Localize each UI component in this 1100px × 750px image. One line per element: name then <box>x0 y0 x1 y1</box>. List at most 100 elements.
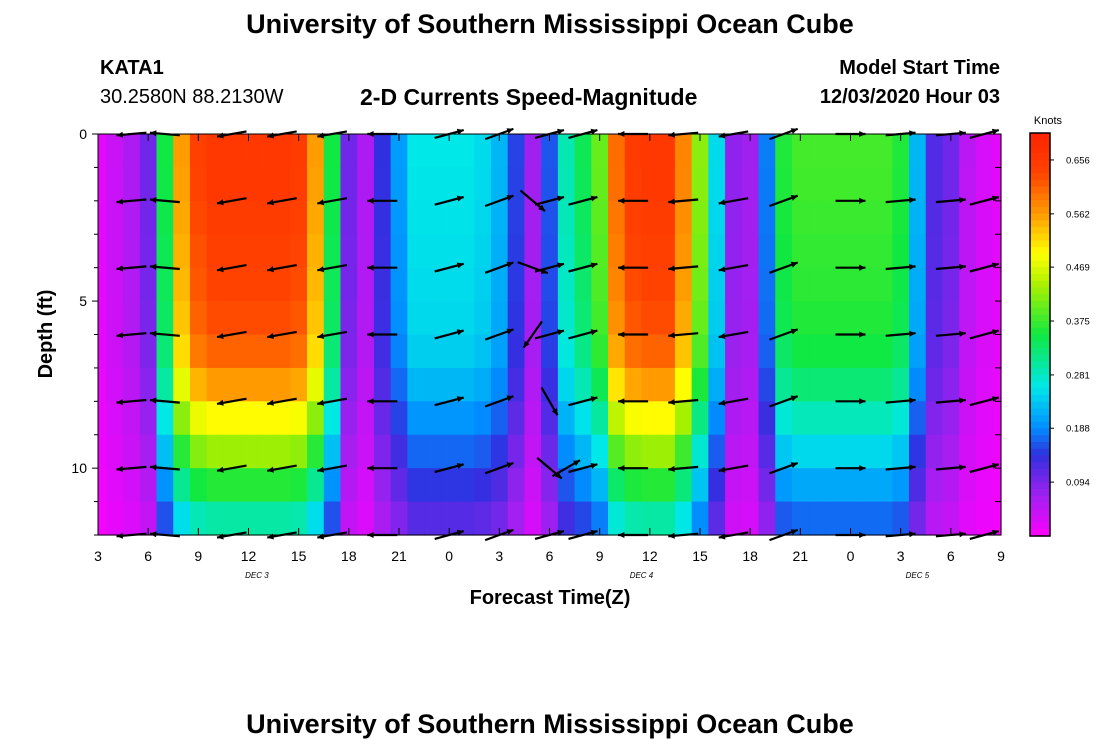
heatmap-cell <box>273 234 291 269</box>
heatmap-cell <box>791 234 810 269</box>
colorbar-segment <box>1030 502 1050 510</box>
current-vector <box>618 331 649 338</box>
heatmap-cell <box>223 301 241 336</box>
heatmap-cell <box>624 267 643 302</box>
heatmap-cell <box>490 234 509 269</box>
heatmap-cell <box>490 468 509 503</box>
heatmap-cell <box>307 167 325 202</box>
heatmap-cell <box>591 134 609 169</box>
current-vector <box>969 463 1000 474</box>
heatmap-cell <box>574 234 592 269</box>
heatmap-cell <box>641 200 659 235</box>
heatmap-cell <box>641 501 659 536</box>
current-vector <box>769 461 799 475</box>
heatmap-cell <box>574 501 592 536</box>
heatmap-cell <box>942 401 960 436</box>
heatmap-cell <box>808 367 827 402</box>
heatmap-cell <box>775 401 793 436</box>
heatmap-cell <box>357 301 375 336</box>
heatmap-cell <box>189 367 208 402</box>
current-vector <box>718 464 749 473</box>
current-vector <box>317 397 348 406</box>
colorbar-segment <box>1030 247 1050 255</box>
heatmap-cell <box>758 401 776 436</box>
heatmap-cell <box>925 401 944 436</box>
heatmap-cell <box>173 367 191 402</box>
heatmap-cell <box>591 301 609 336</box>
heatmap-cell <box>189 501 208 536</box>
heatmap-cell <box>123 401 141 436</box>
heatmap-cell <box>424 401 442 436</box>
heatmap-cell <box>457 334 475 369</box>
heatmap-cell <box>557 301 576 336</box>
heatmap-cell <box>407 334 425 369</box>
current-vector <box>317 330 348 339</box>
heatmap-cell <box>708 301 726 336</box>
current-vector <box>534 329 565 340</box>
heatmap-cell <box>407 234 425 269</box>
heatmap-cell <box>725 301 743 336</box>
current-vector <box>718 330 749 339</box>
x-tick-label: 0 <box>445 548 453 564</box>
current-vector <box>935 330 966 337</box>
heatmap-cell <box>574 200 592 235</box>
current-vector <box>618 465 649 472</box>
heatmap-cell <box>942 267 960 302</box>
heatmap-cell <box>624 434 643 469</box>
heatmap-cell <box>825 468 843 503</box>
current-vector <box>434 463 464 474</box>
heatmap-cell <box>758 234 776 269</box>
colorbar-segment <box>1030 374 1050 383</box>
heatmap-cell <box>474 134 492 169</box>
current-vector <box>267 264 297 273</box>
x-tick-label: 15 <box>692 548 708 564</box>
heatmap-cell <box>925 234 944 269</box>
heatmap-cell <box>959 501 977 536</box>
heatmap-cell <box>992 367 1002 402</box>
x-tick-label: 12 <box>241 548 257 564</box>
heatmap-cell <box>758 200 776 235</box>
heatmap-cell <box>223 234 241 269</box>
heatmap-cell <box>323 401 342 436</box>
heatmap-cell <box>825 234 843 269</box>
heatmap-cell <box>942 234 960 269</box>
heatmap-cell <box>959 200 977 235</box>
current-vector <box>267 397 297 406</box>
heatmap-cell <box>240 200 258 235</box>
heatmap-cell <box>708 468 726 503</box>
heatmap-cell <box>273 200 291 235</box>
current-vector <box>317 264 348 273</box>
heatmap-cell <box>223 200 241 235</box>
x-tick-label: 3 <box>897 548 905 564</box>
current-vector <box>216 330 247 339</box>
heatmap-cell <box>574 334 592 369</box>
current-vector <box>568 195 598 206</box>
heatmap-cell <box>206 167 225 202</box>
heatmap-cell <box>791 334 810 369</box>
heatmap-cell <box>256 401 275 436</box>
heatmap-cell <box>758 334 776 369</box>
heatmap-cell <box>156 401 174 436</box>
heatmap-cell <box>541 367 559 402</box>
heatmap-cell <box>842 301 860 336</box>
heatmap-cell <box>407 401 425 436</box>
heatmap-cell <box>390 468 408 503</box>
heatmap-cell <box>925 434 944 469</box>
heatmap-cell <box>323 334 342 369</box>
heatmap-cell <box>574 367 592 402</box>
heatmap-cell <box>574 301 592 336</box>
colorbar-segment <box>1030 441 1050 450</box>
x-axis: 3 6 9 12 15 18 21 0 3 6 9 12 15 18 21 0 3 6 9 DEC 3 DEC 4 DEC… <box>94 134 1005 580</box>
heatmap-cell <box>909 367 927 402</box>
heatmap-cell <box>557 234 576 269</box>
heatmap-cell <box>524 134 542 169</box>
current-vector <box>540 386 559 416</box>
heatmap-cell <box>775 334 793 369</box>
heatmap-cell <box>290 267 308 302</box>
heatmap-cell <box>424 367 442 402</box>
colorbar-segment <box>1030 468 1050 477</box>
heatmap-cells <box>98 134 1002 536</box>
heatmap-cell <box>507 468 526 503</box>
heatmap-cell <box>858 501 877 536</box>
current-vector <box>216 264 247 273</box>
